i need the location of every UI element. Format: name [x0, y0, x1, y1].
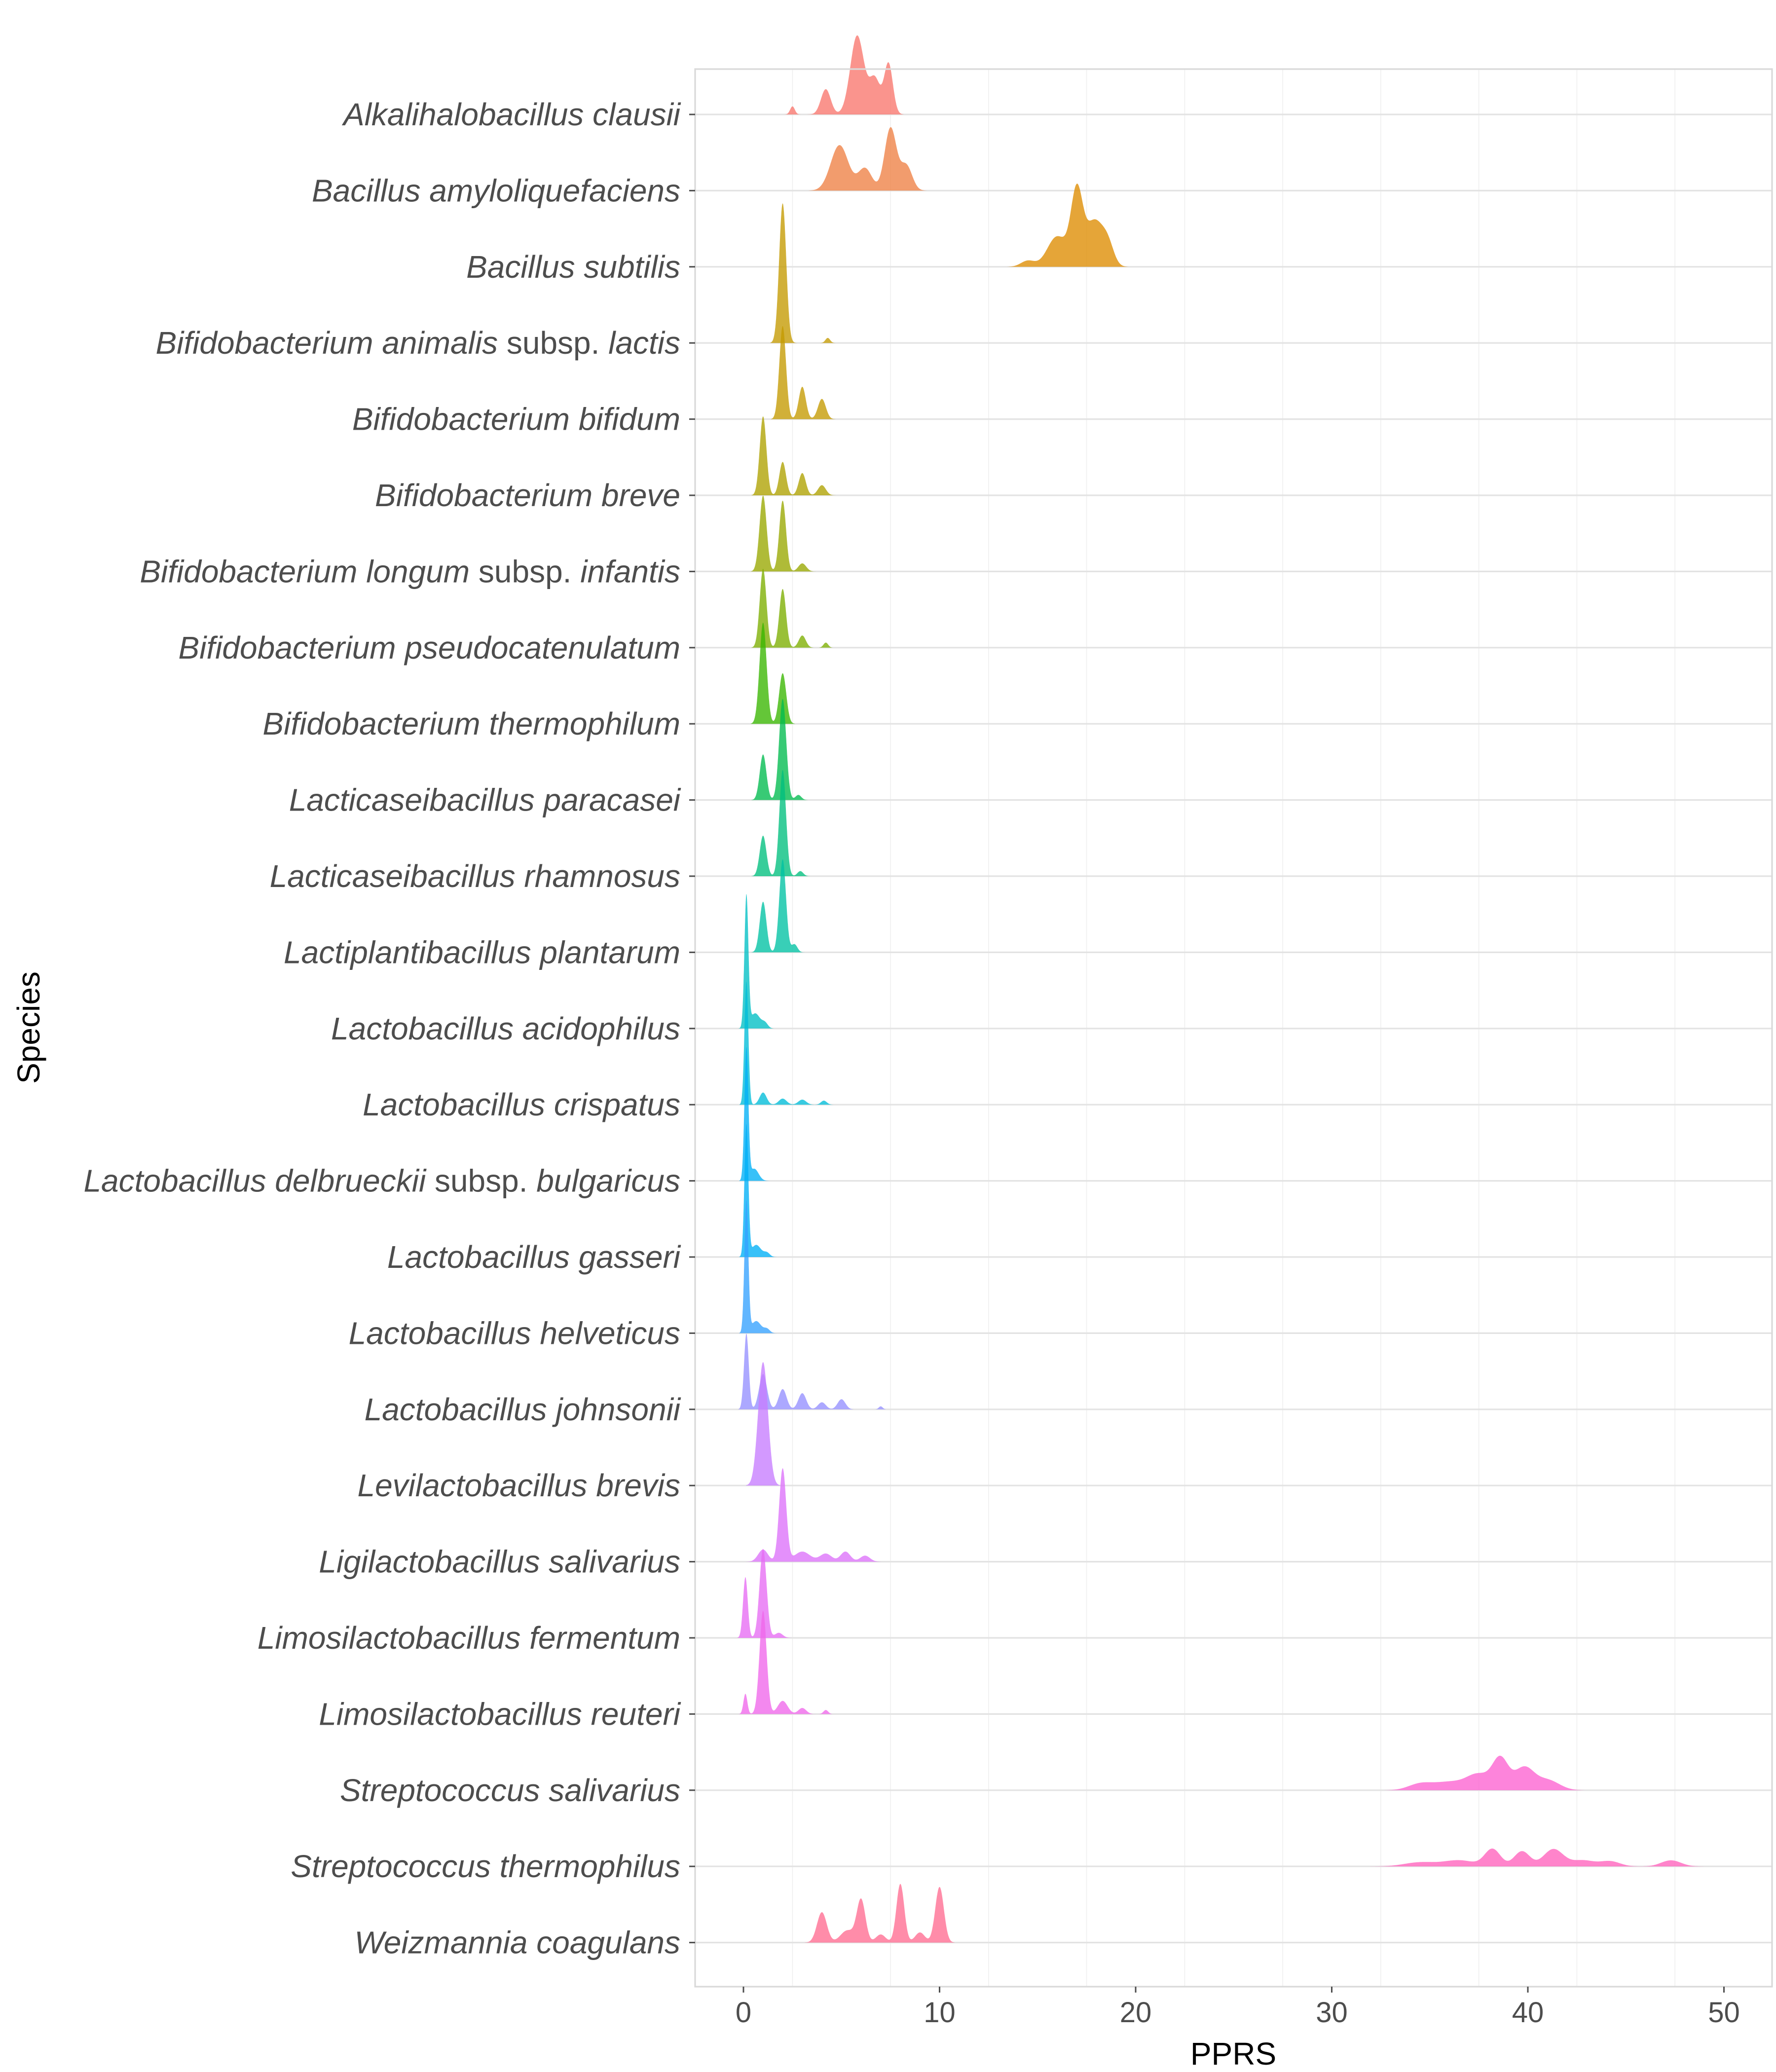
- density-ridges: [737, 35, 1705, 1943]
- y-tick-label-part: Ligilactobacillus salivarius: [319, 1544, 680, 1580]
- y-tick-label-part: Lacticaseibacillus paracasei: [289, 782, 681, 818]
- y-tick-label: Bifidobacterium pseudocatenulatum: [179, 630, 681, 666]
- y-tick-label: Lacticaseibacillus paracasei: [289, 782, 681, 818]
- y-tick-label-part: Bifidobacterium longum: [140, 554, 470, 589]
- ridge-lacticaseibacillus-rhamnosus: [751, 770, 811, 876]
- ridge-bifidobacterium-breve: [751, 416, 836, 495]
- x-tick-label: 20: [1120, 1997, 1152, 2029]
- y-tick-label: Limosilactobacillus fermentum: [258, 1620, 680, 1656]
- y-tick-label: Bifidobacterium thermophilum: [262, 706, 680, 741]
- x-tick-label: 40: [1512, 1997, 1544, 2029]
- ridge-ligilactobacillus-salivarius: [746, 1468, 883, 1562]
- y-tick-label-part: Lacticaseibacillus rhamnosus: [270, 858, 680, 894]
- ridge-limosilactobacillus-reuteri: [739, 1611, 834, 1714]
- y-tick-label-part: subsp.: [470, 554, 580, 589]
- y-tick-label-part: Streptococcus thermophilus: [291, 1849, 680, 1884]
- ridge-lactobacillus-helveticus: [739, 1200, 777, 1333]
- y-tick-label: Bifidobacterium longum subsp. infantis: [140, 554, 680, 589]
- y-tick-label-part: Bifidobacterium pseudocatenulatum: [179, 630, 681, 666]
- x-tick-label: 10: [924, 1997, 956, 2029]
- ridge-lactobacillus-gasseri: [739, 1124, 777, 1257]
- x-tick-label: 0: [736, 1997, 751, 2029]
- y-tick-label: Bifidobacterium bifidum: [352, 402, 680, 437]
- x-tick-label: 50: [1708, 1997, 1740, 2029]
- y-tick-label-part: Lactobacillus helveticus: [349, 1315, 680, 1351]
- ridge-streptococcus-salivarius: [1378, 1755, 1589, 1790]
- ridge-lacticaseibacillus-paracasei: [751, 699, 809, 800]
- y-tick-label: Lactobacillus gasseri: [387, 1239, 681, 1275]
- ridge-bifidobacterium-longum-subsp-infantis: [750, 495, 816, 572]
- y-tick-label-part: subsp.: [498, 325, 608, 361]
- y-tick-label: Lactobacillus johnsonii: [365, 1392, 681, 1427]
- y-tick-label-part: Lactobacillus crispatus: [363, 1087, 680, 1122]
- y-tick-label-part: lactis: [608, 325, 680, 361]
- grid-lines: [695, 69, 1772, 1987]
- ridge-lactobacillus-acidophilus: [738, 894, 776, 1029]
- y-tick-label: Weizmannia coagulans: [354, 1925, 680, 1961]
- y-tick-label-part: Bifidobacterium bifidum: [352, 402, 680, 437]
- y-tick-label-part: Bacillus subtilis: [466, 249, 680, 285]
- y-tick-label-part: subsp.: [426, 1163, 536, 1199]
- ridge-bacillus-subtilis: [1003, 184, 1129, 267]
- ridge-bacillus-amyloliquefaciens: [809, 127, 927, 191]
- y-tick-label-part: Lactobacillus delbrueckii: [83, 1163, 427, 1199]
- y-tick-label-part: Bifidobacterium breve: [375, 478, 680, 513]
- ridge-bifidobacterium-thermophilum: [750, 623, 795, 724]
- y-axis: Alkalihalobacillus clausii Bacillus amylo…: [83, 97, 695, 1961]
- y-tick-label: Alkalihalobacillus clausii: [341, 97, 681, 132]
- y-tick-label-part: Alkalihalobacillus clausii: [341, 97, 681, 132]
- y-axis-title: Species: [11, 971, 46, 1084]
- ridge-limosilactobacillus-fermentum: [737, 1549, 793, 1638]
- ridge-streptococcus-thermophilus: [1365, 1849, 1705, 1867]
- ridge-levilactobacillus-brevis: [746, 1362, 780, 1486]
- y-tick-label-part: Streptococcus salivarius: [340, 1773, 680, 1808]
- y-tick-label: Streptococcus thermophilus: [291, 1849, 680, 1884]
- ridge-bifidobacterium-pseudocatenulatum: [751, 568, 834, 648]
- y-tick-label: Lactobacillus acidophilus: [331, 1011, 680, 1046]
- y-tick-label-part: Lactobacillus gasseri: [387, 1239, 681, 1275]
- ridge-bifidobacterium-bifidum: [771, 326, 836, 419]
- y-tick-label: Bifidobacterium animalis subsp. lactis: [155, 325, 680, 361]
- ridge-bifidobacterium-animalis-subsp-lactis: [770, 203, 836, 343]
- y-tick-label: Limosilactobacillus reuteri: [319, 1696, 681, 1732]
- y-tick-label: Bacillus subtilis: [466, 249, 680, 285]
- y-tick-label: Streptococcus salivarius: [340, 1773, 680, 1808]
- y-tick-label-part: Lactobacillus johnsonii: [365, 1392, 681, 1427]
- y-tick-label-part: Bifidobacterium animalis: [155, 325, 498, 361]
- y-tick-label-part: Lactiplantibacillus plantarum: [284, 934, 680, 970]
- y-tick-label-part: infantis: [580, 554, 680, 589]
- y-tick-label-part: Limosilactobacillus reuteri: [319, 1696, 681, 1732]
- ridge-weizmannia-coagulans: [805, 1884, 955, 1943]
- y-tick-label: Lactobacillus delbrueckii subsp. bulgari…: [83, 1163, 680, 1199]
- ridge-lactiplantibacillus-plantarum: [751, 859, 805, 953]
- y-tick-label: Lactiplantibacillus plantarum: [284, 934, 680, 970]
- x-axis-title: PPRS: [1190, 2036, 1276, 2072]
- y-tick-label-part: Lactobacillus acidophilus: [331, 1011, 680, 1046]
- x-axis: 0 10 20 30 40 50: [736, 1987, 1740, 2029]
- y-tick-label-part: Bacillus amyloliquefaciens: [312, 173, 680, 208]
- y-tick-label-part: Levilactobacillus brevis: [357, 1468, 680, 1503]
- ridge-alkalihalobacillus-clausii: [784, 35, 904, 114]
- y-tick-label-part: Limosilactobacillus fermentum: [258, 1620, 680, 1656]
- y-tick-label: Lactobacillus helveticus: [349, 1315, 680, 1351]
- y-tick-label-part: Bifidobacterium thermophilum: [262, 706, 680, 741]
- y-tick-label: Lacticaseibacillus rhamnosus: [270, 858, 680, 894]
- y-tick-label: Bifidobacterium breve: [375, 478, 680, 513]
- y-tick-label-part: Weizmannia coagulans: [354, 1925, 680, 1961]
- y-tick-label-part: bulgaricus: [536, 1163, 680, 1199]
- y-tick-label: Ligilactobacillus salivarius: [319, 1544, 680, 1580]
- x-tick-label: 30: [1316, 1997, 1348, 2029]
- ridge-lactobacillus-crispatus: [740, 981, 834, 1105]
- y-tick-label: Lactobacillus crispatus: [363, 1087, 680, 1122]
- y-tick-label: Bacillus amyloliquefaciens: [312, 173, 680, 208]
- y-tick-label: Levilactobacillus brevis: [357, 1468, 680, 1503]
